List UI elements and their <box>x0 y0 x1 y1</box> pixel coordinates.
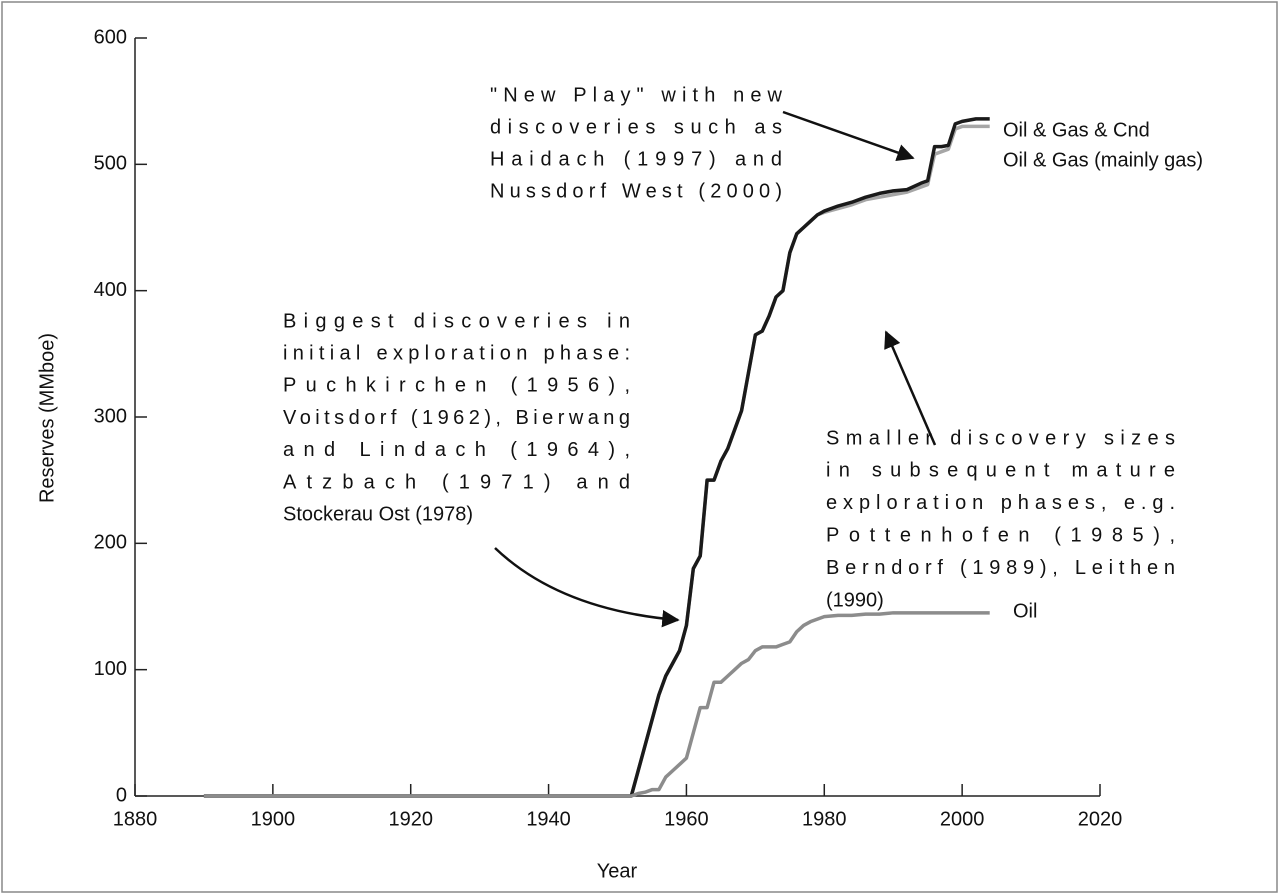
x-tick-label: 1940 <box>526 808 571 830</box>
x-tick-label: 2020 <box>1078 808 1123 830</box>
annotation-text: Biggest discoveries in <box>283 310 630 332</box>
y-tick-label: 600 <box>94 26 127 48</box>
annotation-text: Voitsdorf (1962), Bierwang <box>283 407 630 429</box>
x-tick-label: 1960 <box>664 808 709 830</box>
annotation-text: Puchkirchen (1956), <box>283 375 630 397</box>
annotation-text: (1990) <box>826 589 884 611</box>
annotation-text: Nussdorf West (2000) <box>490 180 782 202</box>
annotation-text: exploration phases, e.g. <box>826 492 1175 514</box>
annotation-text: "New Play" with new <box>490 84 783 106</box>
y-tick-label: 0 <box>116 784 127 806</box>
y-tick-label: 300 <box>94 405 127 427</box>
annotation-text: Smaller discovery sizes <box>826 427 1175 449</box>
series-line <box>203 117 990 798</box>
x-axis-title: Year <box>597 860 638 882</box>
series-label: Oil & Gas & Cnd <box>1003 119 1150 141</box>
annotation-text: Berndorf (1989), Leithen <box>826 557 1175 579</box>
x-tick-label: 1920 <box>388 808 433 830</box>
annotation-text: initial exploration phase: <box>283 342 630 364</box>
x-tick-label: 1980 <box>802 808 847 830</box>
annotation-text: and Lindach (1964), <box>283 439 630 461</box>
annotation-text: Pottenhofen (1985), <box>826 524 1175 546</box>
annotation-text: in subsequent mature <box>826 460 1175 482</box>
y-tick-label: 200 <box>94 532 127 554</box>
series-line <box>203 611 990 798</box>
arrow <box>494 547 680 628</box>
y-tick-label: 100 <box>94 658 127 680</box>
y-tick-label: 400 <box>94 279 127 301</box>
arrow <box>782 110 915 161</box>
arrow <box>884 330 937 446</box>
y-tick-label: 500 <box>94 153 127 175</box>
annotation-text: Haidach (1997) and <box>490 148 782 170</box>
x-tick-label: 2000 <box>940 808 985 830</box>
annotation-text: discoveries such as <box>490 116 782 138</box>
annotation-text: Stockerau Ost (1978) <box>283 503 473 525</box>
annotation-text: Atzbach (1971) and <box>283 471 630 493</box>
x-tick-label: 1900 <box>251 808 296 830</box>
series-label: Oil <box>1013 600 1037 622</box>
series-label: Oil & Gas (mainly gas) <box>1003 149 1203 171</box>
y-axis-title: Reserves (MMboe) <box>36 333 58 503</box>
x-tick-label: 1880 <box>113 808 158 830</box>
